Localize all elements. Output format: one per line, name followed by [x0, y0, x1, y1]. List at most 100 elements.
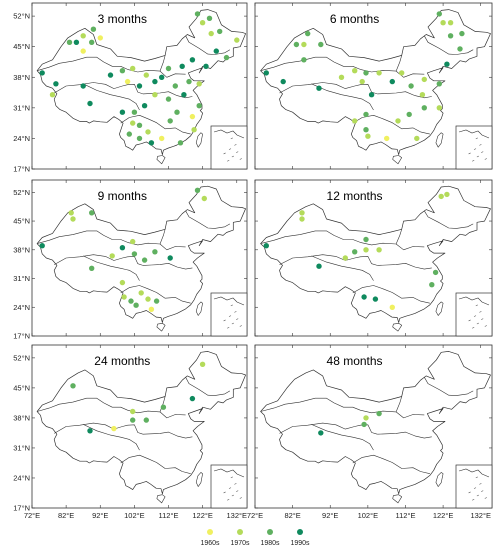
lon-tick-label: 122°E — [192, 511, 213, 520]
station-point — [160, 404, 167, 410]
station-point — [141, 257, 148, 263]
taiwan-outline — [435, 132, 444, 148]
inset-island-dash — [473, 487, 477, 489]
station-point — [133, 302, 139, 308]
lat-tick-label: 52°N — [13, 188, 30, 197]
station-point — [121, 294, 127, 300]
inset-coastline — [213, 129, 245, 139]
lon-tick-label: 132°E — [470, 511, 491, 520]
lat-tick-label: 17°N — [13, 165, 30, 174]
station-point — [440, 20, 446, 26]
station-point — [429, 282, 435, 288]
station-point — [438, 193, 444, 200]
lon-tick-label: 112°E — [395, 511, 415, 520]
inset-island-dash — [479, 144, 482, 146]
inset-island-dash — [481, 490, 484, 492]
region-boundary — [395, 229, 402, 245]
station-point — [159, 74, 165, 81]
axis-labels: 52°N 45°N 38°N 31°N 24°N 17°N 52°N 45°N 38°N 31°N… — [13, 12, 491, 520]
region-boundary — [377, 263, 432, 270]
legend-label: 1980s — [260, 540, 280, 547]
inset-island-dash — [231, 494, 235, 497]
station-point — [130, 238, 136, 245]
station-points — [318, 410, 382, 436]
station-point — [159, 135, 165, 142]
station-point — [126, 131, 132, 137]
station-point — [316, 263, 322, 269]
station-point — [119, 245, 126, 251]
inset-island-dash — [234, 144, 237, 146]
map-panel: 24 months — [31, 344, 248, 509]
station-point — [109, 253, 115, 259]
region-boundary — [311, 255, 374, 281]
station-points — [39, 187, 207, 312]
station-point — [372, 296, 379, 302]
station-point — [153, 298, 160, 304]
station-point — [363, 70, 369, 76]
station-point — [301, 41, 307, 48]
legend-label: 1990s — [290, 540, 310, 547]
station-point — [359, 78, 365, 85]
lon-tick-label: 92°E — [322, 511, 338, 520]
inset-frame — [210, 292, 248, 337]
country-boundary — [260, 351, 491, 495]
inset-island-dash — [481, 151, 484, 153]
station-point — [191, 127, 197, 133]
lon-tick-label: 102°E — [358, 511, 379, 520]
region-boundary — [37, 397, 186, 419]
region-boundary — [185, 35, 231, 55]
station-point — [152, 78, 158, 85]
station-point — [145, 296, 151, 302]
country-boundary — [260, 9, 491, 155]
station-point — [436, 81, 442, 87]
inset-island-dash — [234, 311, 237, 313]
region-boundary — [37, 230, 186, 251]
lon-tick-label: 92°E — [92, 511, 108, 520]
station-point — [217, 28, 223, 35]
station-point — [234, 37, 240, 43]
inset-frame — [455, 464, 493, 509]
region-boundary — [83, 424, 140, 451]
region-boundary — [260, 397, 425, 419]
lon-tick-label: 82°E — [58, 511, 74, 520]
station-point — [131, 251, 138, 257]
south-china-sea-inset — [210, 125, 248, 170]
lat-tick-label: 17°N — [13, 332, 30, 341]
station-point — [186, 78, 192, 85]
station-point — [206, 15, 213, 21]
station-point — [363, 127, 369, 133]
inset-island-dash — [484, 158, 487, 160]
station-point — [376, 410, 382, 417]
station-point — [124, 78, 131, 85]
station-point — [189, 395, 196, 402]
station-point — [201, 195, 207, 202]
station-point — [89, 210, 95, 216]
inset-island-dash — [484, 497, 487, 499]
station-point — [39, 70, 45, 76]
station-point — [457, 46, 463, 52]
inset-island-dash — [234, 483, 237, 485]
region-boundary — [352, 454, 430, 474]
china-map — [36, 9, 246, 165]
station-point — [316, 85, 322, 91]
region-boundary — [279, 82, 378, 95]
station-points — [263, 191, 450, 310]
lon-tick-label: 82°E — [284, 511, 300, 520]
region-boundary — [377, 91, 432, 99]
station-point — [167, 255, 173, 261]
station-point — [111, 425, 117, 432]
station-point — [389, 304, 395, 310]
station-point — [143, 72, 149, 78]
country-boundary — [36, 185, 246, 323]
map-panel: 12 months — [254, 179, 493, 337]
station-point — [130, 408, 136, 415]
region-boundary — [120, 454, 191, 474]
station-point — [53, 81, 59, 87]
taiwan-outline — [435, 472, 444, 487]
inset-island-dash — [479, 311, 482, 313]
hainan-outline — [156, 155, 166, 165]
station-point — [131, 109, 138, 115]
inset-island-dash — [228, 148, 232, 150]
taiwan-outline — [195, 472, 203, 487]
region-boundary — [185, 377, 231, 396]
